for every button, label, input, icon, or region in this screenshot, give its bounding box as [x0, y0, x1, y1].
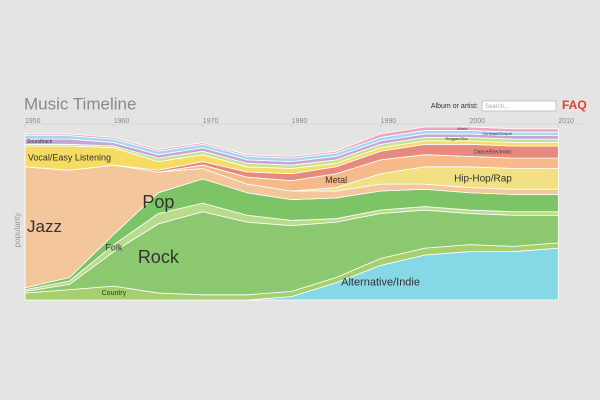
- series-label: Christian/Gospel: [482, 131, 512, 136]
- search-label: Album or artist:: [431, 103, 478, 110]
- x-tick-label: 1970: [203, 118, 219, 125]
- faq-link[interactable]: FAQ: [562, 98, 587, 112]
- search-placeholder[interactable]: Search...: [485, 104, 509, 110]
- x-tick-label: 1950: [25, 118, 41, 125]
- title: Music Timeline: [24, 94, 136, 113]
- series-label: Folk: [105, 242, 123, 252]
- x-tick-label: 1990: [381, 118, 397, 125]
- x-tick-label: 1980: [292, 118, 308, 125]
- stream-layer: [24, 126, 559, 159]
- series-label: Metal: [325, 175, 347, 185]
- series-label: Country: [102, 290, 127, 297]
- x-tick-label: 1960: [114, 118, 130, 125]
- y-axis-label: popularity: [13, 213, 22, 248]
- series-label: Alternative/Indie: [341, 277, 420, 289]
- search-box[interactable]: [481, 100, 557, 112]
- series-label: Dance/Electronic: [474, 149, 512, 155]
- plot: 1950 1960 1970 1980 1990 2000 2010 Alternative/…: [24, 118, 585, 301]
- series-label: Soundtrack: [27, 139, 53, 145]
- series-label: World: [457, 126, 467, 131]
- series-label: Reggae/Ska: [445, 136, 468, 141]
- series-label: Jazz: [27, 217, 62, 236]
- series-label: Pop: [142, 192, 174, 212]
- series-label: Hip-Hop/Rap: [454, 174, 512, 185]
- x-tick-label: 2010: [558, 118, 574, 125]
- x-tick-label: 2000: [469, 118, 485, 125]
- series-label: Vocal/Easy Listening: [28, 153, 111, 163]
- series-label: Rock: [138, 247, 180, 267]
